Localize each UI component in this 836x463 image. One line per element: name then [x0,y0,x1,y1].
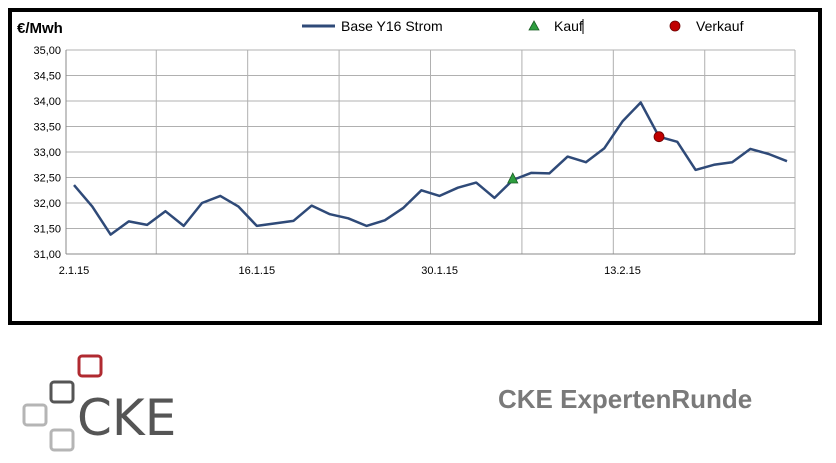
buy-marker-triangle [507,172,519,184]
logo-square-dark [49,380,75,404]
x-tick-label: 16.1.15 [238,265,275,277]
series-line-base-y16-strom [73,101,788,236]
legend-buy-triangle-icon [528,20,540,31]
x-tick-label: 30.1.15 [421,265,458,277]
x-axis-ticks: 2.1.15 16.1.15 30.1.15 13.2.15 [59,265,641,277]
y-tick-label: 31,00 [33,249,61,261]
legend-buy-label: Kauf [554,18,583,34]
legend: Base Y16 Strom Kauf Verkauf [302,18,744,34]
logo-square-light-bottom [49,428,75,452]
plot-area [73,101,788,236]
y-tick-label: 32,50 [33,173,61,185]
y-tick-label: 34,00 [33,96,61,108]
y-tick-label: 33,50 [33,122,61,134]
tagline: CKE ExpertenRunde [498,384,753,414]
cke-logo: CKE [22,354,176,452]
x-tick-label: 13.2.15 [604,265,641,277]
y-tick-label: 32,00 [33,198,61,210]
y-tick-label: 33,00 [33,147,61,159]
y-tick-label: 31,50 [33,224,61,236]
chart-frame: 31,00 31,50 32,00 32,50 33,00 33,50 34,00 34,50… [8,8,822,325]
logo-square-light-left [22,403,48,427]
line-chart: 31,00 31,50 32,00 32,50 33,00 33,50 34,00 34,50… [17,18,796,277]
sell-marker-circle [653,131,665,143]
logo-text: CKE [77,389,176,447]
y-axis-ticks: 31,00 31,50 32,00 32,50 33,00 33,50 34,00 34,50… [33,45,61,261]
grid [65,49,796,255]
x-tick-label: 2.1.15 [59,265,90,277]
y-axis-label: €/Mwh [17,20,63,37]
legend-series-label: Base Y16 Strom [341,18,443,34]
y-tick-label: 34,50 [33,71,61,83]
legend-sell-circle-icon [669,20,681,32]
legend-sell-label: Verkauf [696,18,744,34]
y-tick-label: 35,00 [33,45,61,57]
trade-markers [507,131,665,184]
logo-square-red [77,354,103,378]
